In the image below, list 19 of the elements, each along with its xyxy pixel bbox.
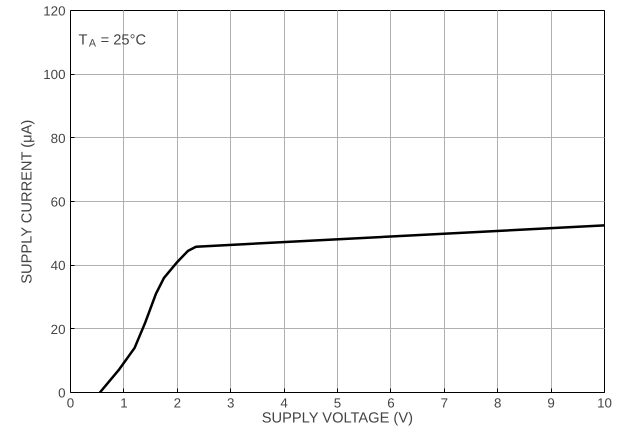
y-tick-label: 120	[43, 4, 66, 18]
y-axis-title: SUPPLY CURRENT (μA)	[19, 120, 36, 284]
x-tick-label: 3	[226, 396, 234, 410]
x-tick-label: 6	[387, 396, 395, 410]
y-tick-label: 60	[50, 194, 66, 210]
y-tick-label: 0	[58, 386, 66, 400]
y-tick-label: 40	[50, 258, 66, 274]
x-tick-label: 1	[120, 396, 128, 410]
y-tick-label: 100	[43, 67, 66, 82]
x-tick-label: 4	[280, 396, 288, 410]
x-tick-label: 10	[597, 396, 612, 410]
x-tick-label: 7	[440, 396, 448, 410]
x-tick-label: 5	[334, 396, 342, 410]
x-tick-label: 9	[547, 396, 555, 410]
y-tick-label: 80	[50, 130, 66, 146]
y-tick-label: 20	[50, 322, 66, 337]
x-tick-label: 8	[494, 396, 502, 410]
x-tick-label: 2	[174, 396, 182, 410]
x-axis-title: SUPPLY VOLTAGE (V)	[262, 410, 413, 426]
